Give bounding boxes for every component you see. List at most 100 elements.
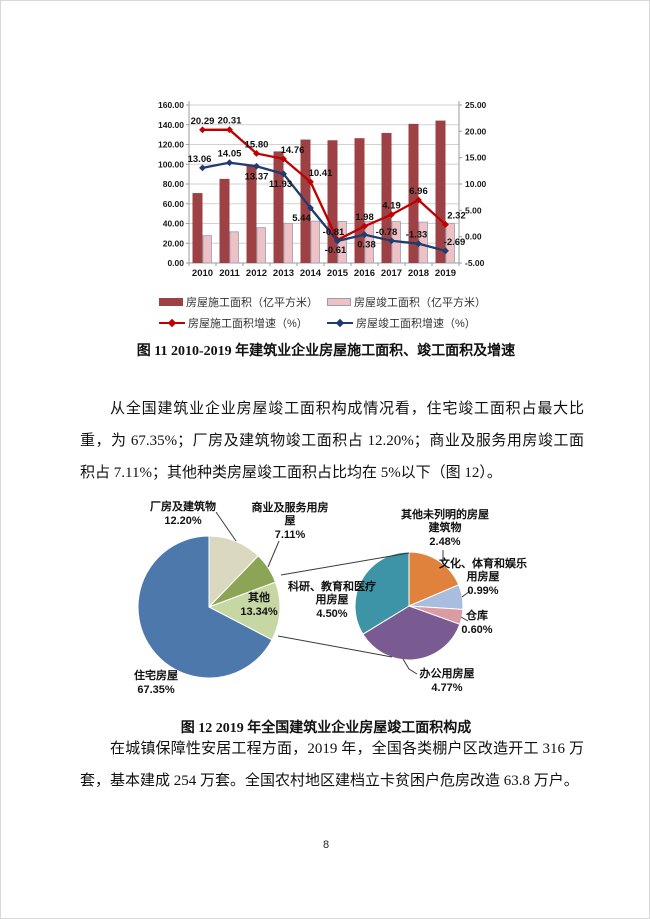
line-marker [307, 204, 314, 212]
data-label: -2.69 [444, 237, 466, 248]
data-label: 10.41 [309, 168, 333, 179]
pie-connector-bottom [277, 635, 393, 658]
bar-segment [381, 132, 392, 263]
combo-chart: 0.00 20.00 40.00 60.00 80.00 100.00 120.00 140.… [158, 100, 487, 279]
right-axis-tick-label: 10.00 [465, 179, 487, 189]
bar-segment [256, 227, 266, 264]
right-axis-tick-label: 5.00 [465, 205, 482, 215]
pie-slice [408, 551, 460, 607]
legend-row: 房屋施工面积（亿平方米） 房屋竣工面积（亿平方米） [159, 291, 499, 312]
line-marker [415, 196, 422, 204]
bar-swatch-dark-red [159, 297, 183, 306]
pie-label-research-education: 科研、教育和医疗用房屋 4.50% [288, 581, 376, 620]
pie-label-commercial: 商业及服务用房屋 7.11% [251, 502, 329, 541]
bar-segment [273, 151, 284, 263]
bar-segment [202, 235, 212, 264]
line-marker [199, 164, 206, 172]
data-label: -0.61 [325, 245, 347, 256]
left-axis-tick-label: 60.00 [163, 199, 185, 209]
left-axis-tick-label: 100.00 [158, 159, 184, 169]
data-label: 15.80 [245, 139, 269, 150]
leader-office [402, 658, 418, 675]
left-axis-tick-label: 160.00 [158, 100, 184, 110]
right-axis-tick-label: -5.00 [465, 258, 485, 268]
pie-slice [354, 551, 410, 635]
left-axis-tick-label: 120.00 [158, 140, 184, 150]
pie-connector-top [280, 552, 410, 576]
line-marker [199, 126, 206, 134]
paragraph-completed-area-composition: 从全国建筑业企业房屋竣工面积构成情况看，住宅竣工面积占最大比重，为 67.35%… [80, 401, 584, 481]
line-marker [442, 221, 449, 228]
data-label: 20.31 [218, 116, 242, 127]
pie-label-office: 办公用房屋 4.77% [419, 668, 475, 694]
left-axis-tick-label: 80.00 [163, 179, 185, 189]
pie-charts [137, 511, 471, 679]
figure-12: 厂房及建筑物 12.20% 商业及服务用房屋 7.11% 其他 13.34% 住… [81, 496, 591, 711]
figure-12-caption: 图 12 2019 年全国建筑业企业房屋竣工面积构成 [180, 721, 472, 736]
data-label: 0.38 [357, 240, 376, 251]
bar-segment [445, 222, 455, 264]
pie-slice [207, 581, 281, 641]
legend-label: 房屋竣工面积增速（%） [356, 317, 476, 330]
page-number: 8 [322, 839, 330, 851]
data-label: 20.29 [191, 116, 215, 127]
x-axis-label: 2012 [246, 268, 267, 279]
data-label: 13.06 [188, 154, 212, 165]
bar-segment [327, 140, 338, 263]
paragraph-housing-projects: 在城镇保障性安居工程方面，2019 年，全国各类棚户区改造开工 316 万套，基… [80, 741, 584, 789]
x-axis-label: 2014 [300, 268, 322, 279]
bar-segment [192, 193, 203, 263]
line-marker [442, 247, 449, 255]
legend-item-construction-growth: 房屋施工面积增速（%） [159, 315, 327, 331]
line-marker [253, 162, 260, 170]
leader-culture [461, 590, 471, 598]
pie-label-residential: 住宅房屋 67.35% [134, 670, 178, 696]
right-axis-tick-label: 20.00 [465, 126, 487, 136]
line-marker [388, 211, 395, 218]
data-label: 4.19 [382, 201, 401, 212]
legend-item-completed-growth: 房屋竣工面积增速（%） [327, 315, 495, 331]
line-marker [226, 126, 233, 134]
bar-segment [435, 120, 446, 263]
line-swatch-red [159, 318, 185, 328]
left-axis-tick-label: 40.00 [163, 219, 185, 229]
data-label: -1.33 [406, 230, 428, 241]
data-label: -0.81 [323, 227, 345, 238]
leader-commercial [267, 540, 280, 568]
bar-swatch-pink [327, 297, 351, 306]
pie-label-culture-sports: 文化、体育和娱乐用房屋 0.99% [439, 558, 527, 597]
x-axis-label: 2019 [435, 268, 456, 279]
bar-segment [246, 165, 257, 263]
pie-label-other: 其他 13.34% [240, 592, 278, 618]
pie-label-other-unlisted: 其他未列明的房屋建筑物 2.48% [401, 509, 489, 548]
bar-segment [310, 220, 320, 264]
line-marker [226, 159, 233, 167]
data-label: 14.76 [281, 145, 305, 156]
data-label: 1.98 [355, 212, 374, 223]
pie-label-factory: 厂房及建筑物 12.20% [150, 501, 216, 527]
x-axis-label: 2010 [192, 268, 213, 279]
line-marker [388, 237, 395, 245]
line-series [202, 161, 446, 252]
figure-11-caption: 图 11 2010-2019 年建筑业企业房屋施工面积、竣工面积及增速 [136, 344, 516, 359]
legend-label: 房屋竣工面积（亿平方米） [354, 296, 486, 309]
chart-legend: 房屋施工面积（亿平方米） 房屋竣工面积（亿平方米） 房屋施工面积增速（%） 房屋… [159, 291, 499, 333]
bar-segment [283, 222, 293, 264]
data-label: 2.32 [447, 210, 466, 221]
bar-segment [408, 123, 419, 263]
data-label: 6.96 [409, 186, 428, 197]
bar-segment [219, 178, 230, 263]
x-axis-label: 2018 [408, 268, 429, 279]
x-axis-label: 2013 [273, 268, 294, 279]
x-axis-label: 2015 [327, 268, 349, 279]
legend-row: 房屋施工面积增速（%） 房屋竣工面积增速（%） [159, 312, 499, 333]
right-axis-tick-label: 0.00 [465, 232, 482, 242]
x-axis-label: 2011 [219, 268, 240, 279]
x-axis-label: 2017 [381, 268, 402, 279]
data-label: -0.78 [376, 227, 398, 238]
line-marker [280, 170, 287, 178]
pie-label-warehouse: 仓库 0.60% [461, 610, 493, 636]
bar-segment [364, 220, 374, 264]
bar-segment [229, 231, 239, 264]
line-marker [415, 240, 422, 248]
